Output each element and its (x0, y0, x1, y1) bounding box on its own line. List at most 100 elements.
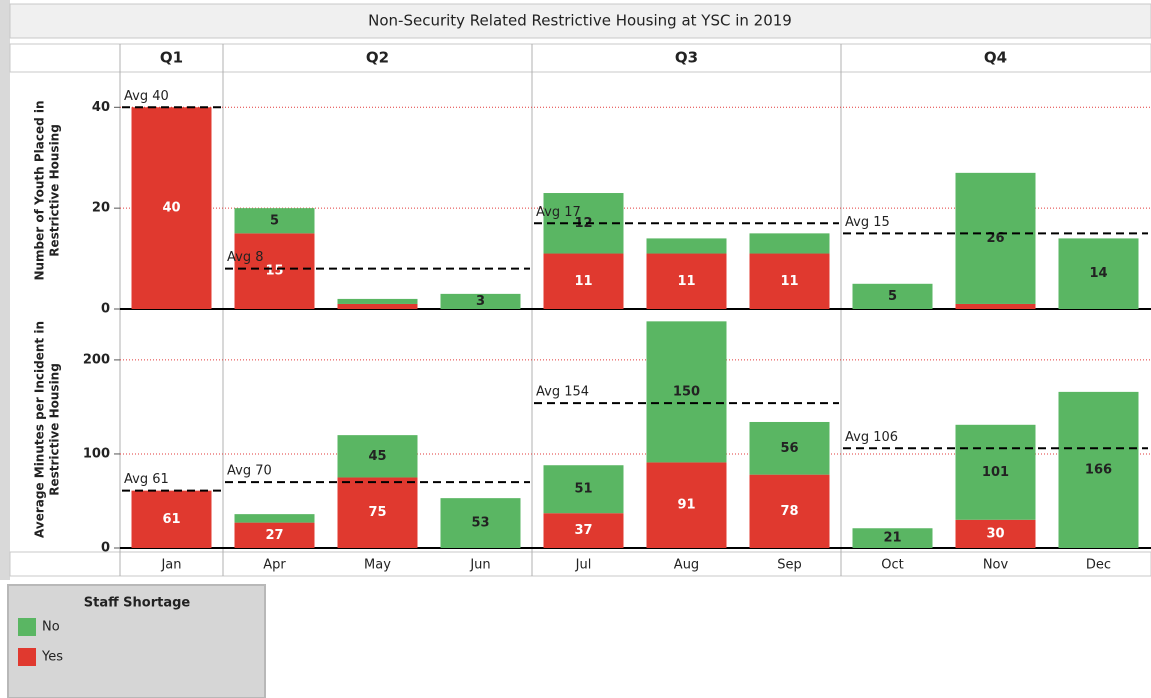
average-label: Avg 106 (845, 430, 898, 445)
bar-segment (955, 424, 1036, 520)
x-tick-label: Sep (777, 558, 802, 573)
data-label: 45 (368, 449, 386, 464)
average-label: Avg 40 (124, 89, 169, 104)
bar-segment (749, 253, 830, 309)
y-tick-label: 0 (101, 302, 110, 317)
data-label: 11 (780, 274, 798, 289)
x-tick-label: Nov (983, 558, 1009, 573)
quarter-label: Q4 (984, 49, 1007, 67)
x-tick-label: Apr (263, 558, 286, 573)
bar-segment (543, 193, 624, 254)
data-label: 51 (574, 482, 592, 497)
bar-segment (440, 293, 521, 309)
legend-swatch (18, 648, 36, 666)
x-tick-label: May (364, 558, 391, 573)
x-tick-label: Dec (1086, 558, 1111, 573)
legend-label: No (42, 620, 60, 635)
average-label: Avg 154 (536, 385, 589, 400)
data-label: 5 (270, 213, 279, 228)
y-tick-label: 100 (83, 446, 110, 461)
quarter-label: Q3 (675, 49, 698, 67)
data-label: 5 (888, 289, 897, 304)
data-label: 14 (1089, 266, 1107, 281)
bar-segment (440, 498, 521, 548)
y-axis-title: Average Minutes per Incident in (33, 321, 47, 538)
y-axis-title: Restrictive Housing (48, 124, 62, 257)
x-tick-label: Jan (160, 558, 181, 573)
data-label: 27 (265, 528, 283, 543)
data-label: 61 (162, 512, 180, 527)
data-label: 56 (780, 441, 798, 456)
legend-swatch (18, 618, 36, 636)
average-label: Avg 8 (227, 250, 263, 265)
data-label: 78 (780, 504, 798, 519)
quarter-label: Q1 (160, 49, 183, 67)
average-label: Avg 17 (536, 205, 581, 220)
bar-segment (646, 253, 727, 309)
frame-left (0, 0, 10, 580)
bar-segment (749, 233, 830, 254)
data-label: 91 (677, 498, 695, 513)
y-axis-title: Number of Youth Placed in (33, 100, 47, 280)
bar-segment (337, 303, 418, 309)
month-row (9, 551, 1151, 577)
data-label: 101 (982, 465, 1009, 480)
data-label: 21 (883, 531, 901, 546)
bar-segment (852, 528, 933, 548)
x-tick-label: Jul (575, 558, 592, 573)
average-label: Avg 15 (845, 215, 890, 230)
data-label: 15 (265, 264, 283, 279)
bar-segment (852, 283, 933, 309)
bar-segment (955, 172, 1036, 304)
header-row (9, 43, 1151, 73)
bar-segment (543, 253, 624, 309)
bar-segment (646, 462, 727, 548)
bar-segment (955, 519, 1036, 548)
data-label: 11 (574, 274, 592, 289)
y-axis-title: Restrictive Housing (48, 363, 62, 496)
data-label: 53 (471, 516, 489, 531)
bar-segment (234, 514, 315, 523)
data-label: 26 (986, 231, 1004, 246)
data-label: 75 (368, 505, 386, 520)
x-tick-label: Jun (469, 558, 490, 573)
y-tick-label: 200 (83, 352, 110, 367)
average-label: Avg 61 (124, 472, 169, 487)
legend-label: Yes (41, 650, 63, 665)
x-tick-label: Aug (674, 558, 699, 573)
data-label: 3 (476, 294, 485, 309)
average-label: Avg 70 (227, 464, 272, 479)
bar-segment (337, 435, 418, 478)
data-label: 37 (574, 523, 592, 538)
data-label: 11 (677, 274, 695, 289)
chart-title: Non-Security Related Restrictive Housing… (368, 12, 792, 30)
bar-segment (646, 321, 727, 463)
bar-segment (749, 474, 830, 548)
bar-segment (749, 421, 830, 475)
quarter-label: Q2 (366, 49, 389, 67)
bar-segment (1058, 238, 1139, 309)
bar-segment (543, 465, 624, 514)
bar-segment (131, 490, 212, 548)
y-tick-label: 40 (92, 100, 110, 115)
data-label: 40 (162, 201, 180, 216)
bar-segment (234, 522, 315, 548)
data-label: 12 (574, 216, 592, 231)
bar-segment (543, 513, 624, 548)
y-tick-label: 20 (92, 201, 110, 216)
legend-box (7, 584, 266, 698)
bar-segment (1058, 391, 1139, 548)
bar-segment (337, 477, 418, 548)
title-bar (9, 3, 1151, 39)
bar-segment (234, 233, 315, 309)
bar-segment (955, 303, 1036, 309)
data-label: 166 (1085, 462, 1112, 477)
bar-segment (234, 208, 315, 234)
data-label: 150 (673, 384, 700, 399)
bar-segment (337, 298, 418, 304)
bar-segment (646, 238, 727, 254)
y-tick-label: 0 (101, 541, 110, 556)
data-label: 30 (986, 526, 1004, 541)
x-tick-label: Oct (881, 558, 903, 573)
